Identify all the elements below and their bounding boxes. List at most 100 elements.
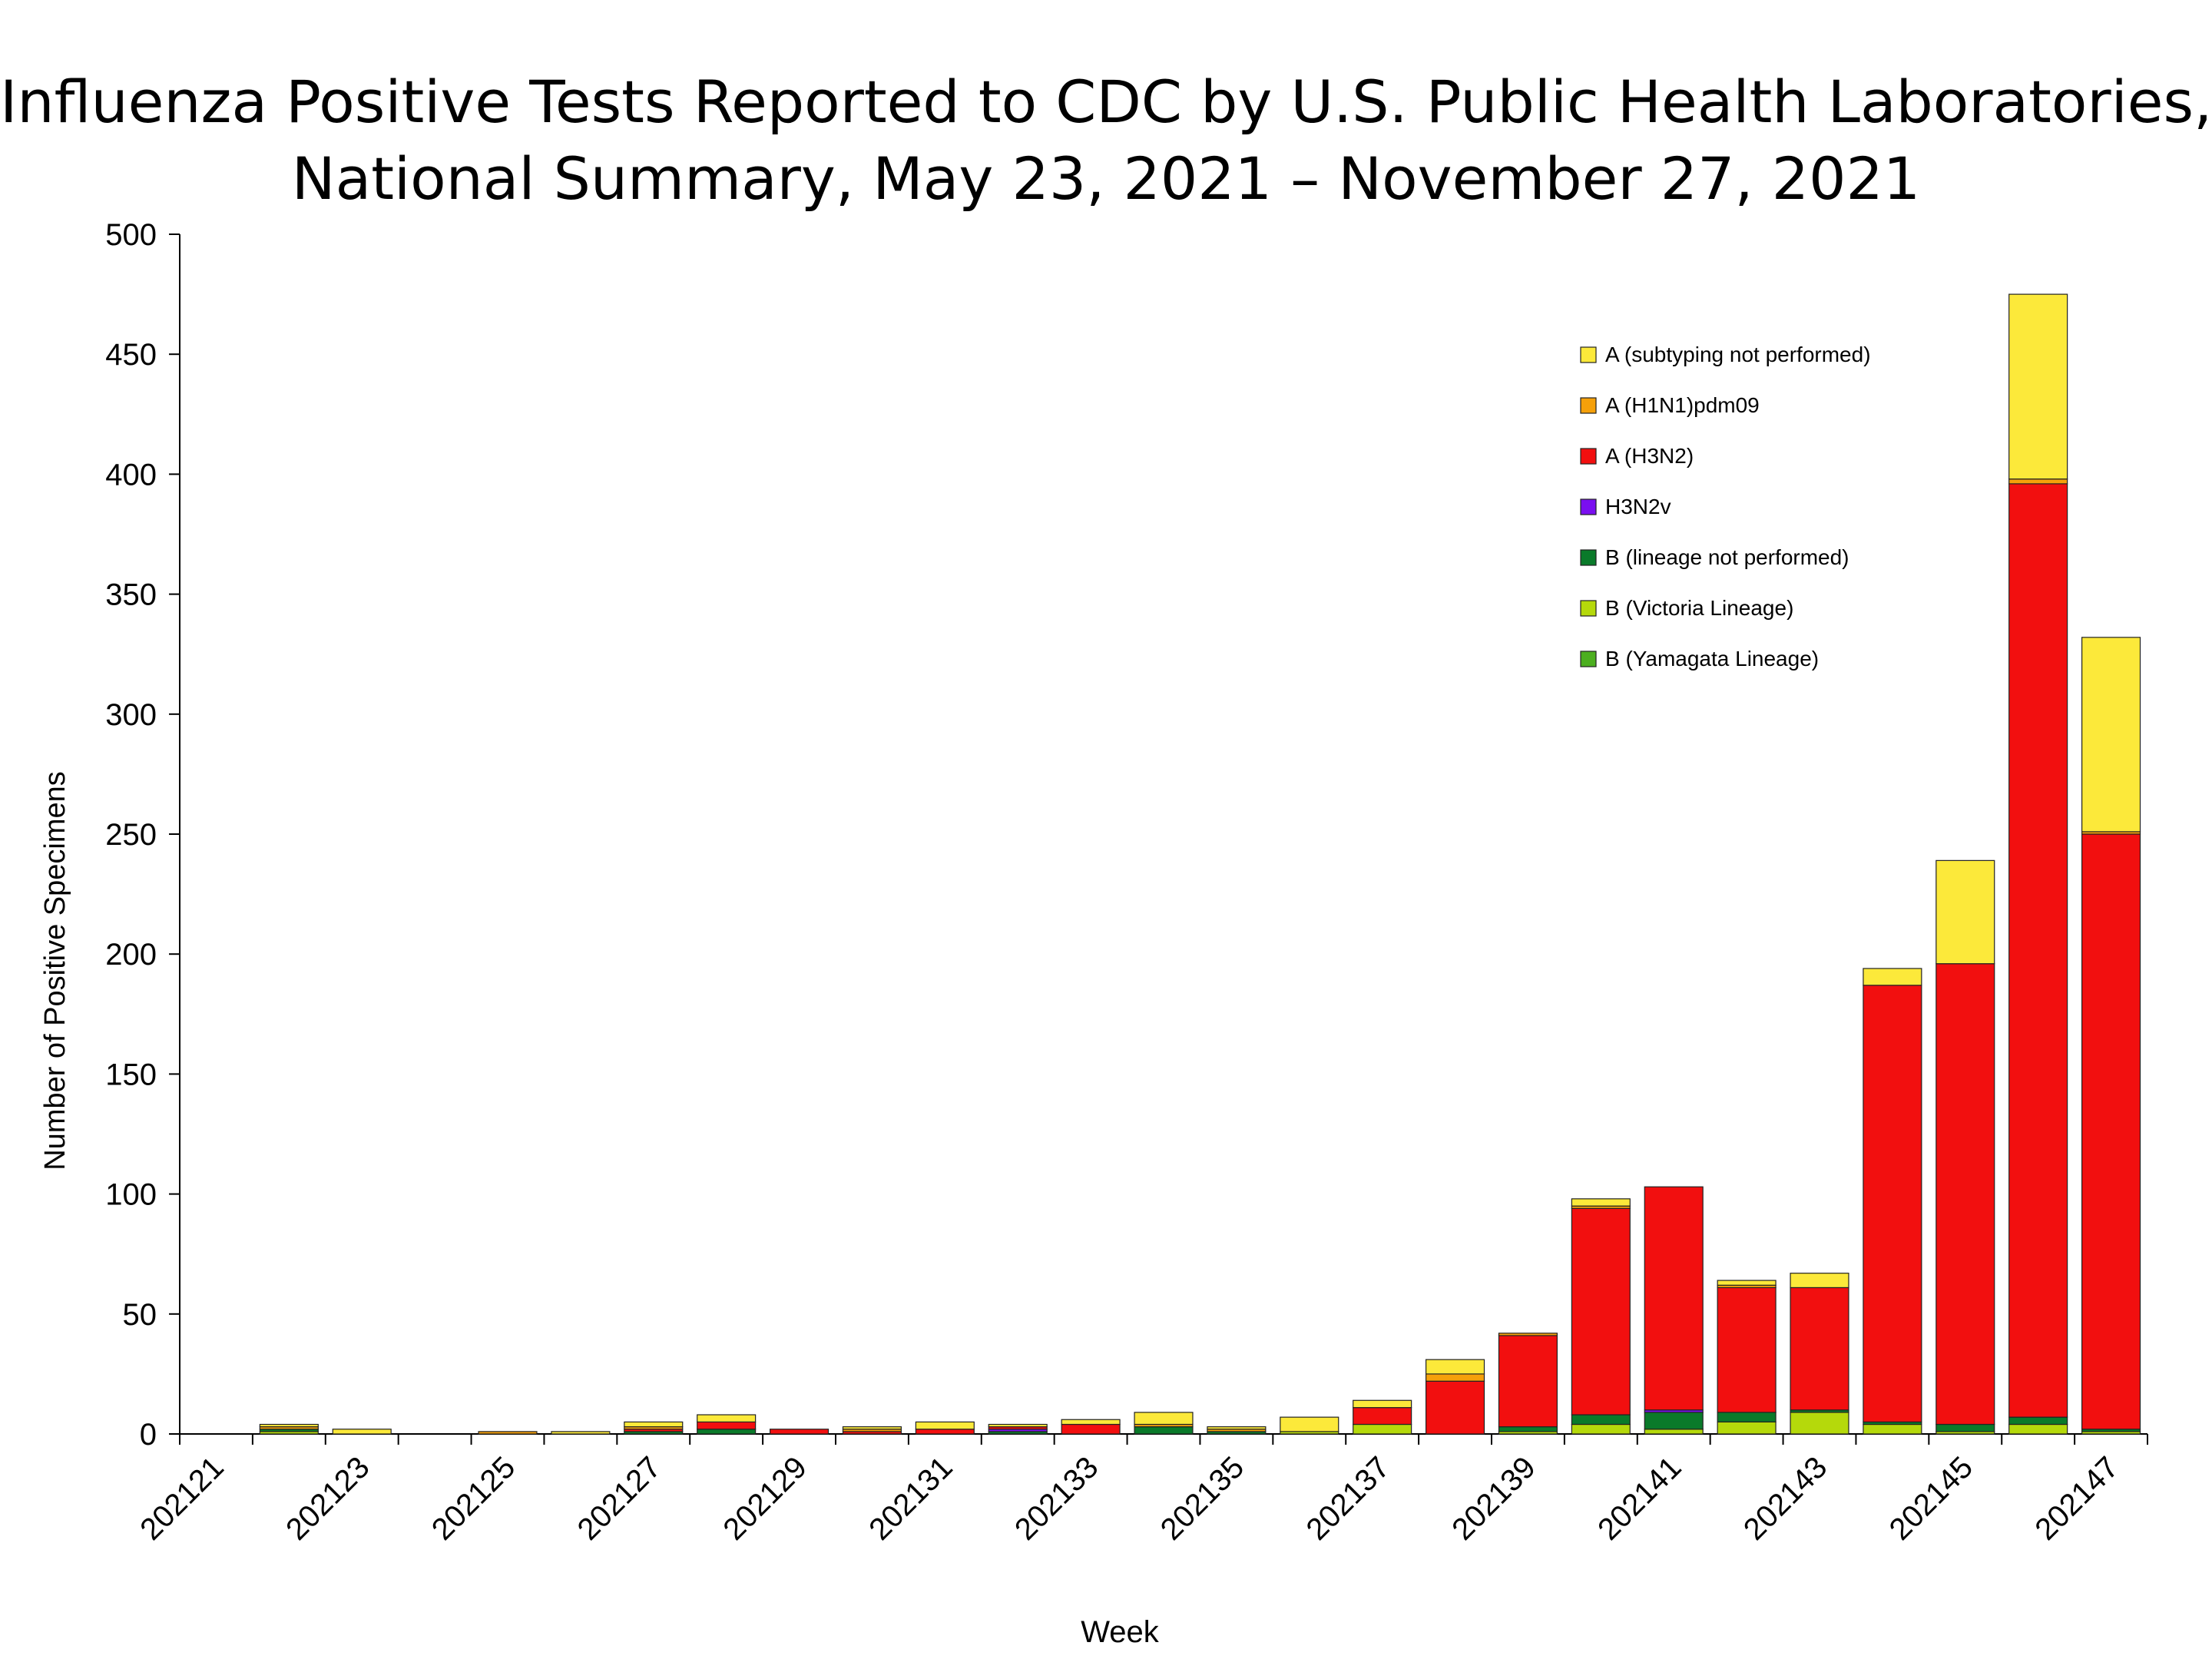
- bar-segment: [1790, 1412, 1849, 1435]
- bar-segment: [1425, 1359, 1485, 1375]
- bar-segment: [1207, 1426, 1267, 1430]
- bar-segment: [1571, 1198, 1631, 1207]
- bar-segment: [842, 1426, 902, 1430]
- bar-segment: [624, 1421, 684, 1428]
- bar-segment: [1571, 1207, 1631, 1416]
- bar-segment: [1353, 1399, 1412, 1409]
- bar-segment: [2008, 1416, 2068, 1426]
- x-tick-label: 202131: [863, 1450, 959, 1547]
- bar-segment: [2081, 833, 2141, 1430]
- bar-segment: [332, 1429, 392, 1435]
- x-tick-label: 202127: [571, 1450, 668, 1547]
- y-axis-label: Number of Positive Specimens: [39, 771, 71, 1171]
- y-tick-label: 50: [123, 1298, 157, 1332]
- x-tick-label: 202135: [1154, 1450, 1251, 1547]
- y-tick-label: 400: [105, 458, 157, 492]
- bar-segment: [551, 1431, 611, 1435]
- bar-segment: [1863, 1423, 1922, 1435]
- bar-segment: [1061, 1419, 1121, 1426]
- bar-segment: [1425, 1373, 1485, 1382]
- bar-segment: [1498, 1333, 1558, 1336]
- bar-segment: [2081, 637, 2141, 833]
- bar-segment: [1134, 1412, 1194, 1426]
- y-tick-label: 100: [105, 1178, 157, 1212]
- bar-segment: [1717, 1280, 1777, 1286]
- x-tick-label: 202125: [426, 1450, 522, 1547]
- bar-segment: [1790, 1286, 1849, 1411]
- chart-title-line-1: Influenza Positive Tests Reported to CDC…: [0, 68, 2212, 136]
- bar-segment: [1644, 1186, 1704, 1411]
- legend-swatch: [1580, 346, 1597, 363]
- x-tick-label: 202121: [134, 1450, 230, 1547]
- y-tick-label: 200: [105, 938, 157, 972]
- bar-segment: [915, 1421, 975, 1430]
- y-tick-label: 300: [105, 698, 157, 732]
- legend-swatch: [1580, 498, 1597, 515]
- x-tick-label: 202133: [1008, 1450, 1105, 1547]
- bar-segment: [1571, 1423, 1631, 1435]
- x-tick-label: 202141: [1591, 1450, 1688, 1547]
- chart-title-line-2: National Summary, May 23, 2021 – Novembe…: [291, 144, 1921, 213]
- bar-segment: [1644, 1412, 1704, 1430]
- bar-segment: [1790, 1273, 1849, 1289]
- legend-label: H3N2v: [1605, 495, 1671, 518]
- x-tick-label: 202143: [1737, 1450, 1834, 1547]
- bar-segment: [1353, 1423, 1412, 1435]
- x-tick-label: 202139: [1445, 1450, 1542, 1547]
- bar-segment: [478, 1431, 538, 1435]
- x-axis-label: Week: [1081, 1615, 1160, 1649]
- legend-label: A (subtyping not performed): [1605, 343, 1871, 366]
- y-tick-label: 350: [105, 578, 157, 612]
- bar-segment: [2008, 483, 2068, 1418]
- bar-segment: [1936, 859, 1995, 965]
- bar-segment: [915, 1429, 975, 1435]
- bar-segment: [2008, 478, 2068, 485]
- bar-segment: [259, 1423, 319, 1428]
- bar-segment: [1644, 1429, 1704, 1435]
- bar-segment: [1353, 1407, 1412, 1426]
- bar-segment: [2008, 1423, 2068, 1435]
- bar-segment: [1425, 1380, 1485, 1435]
- y-tick-label: 150: [105, 1058, 157, 1091]
- legend: A (subtyping not performed) A (H1N1)pdm09…: [1580, 343, 1871, 671]
- bar-segment: [697, 1429, 757, 1435]
- bar-segment: [2008, 293, 2068, 480]
- legend-label: A (H3N2): [1605, 444, 1694, 468]
- y-tick-label: 250: [105, 818, 157, 852]
- legend-label: B (Victoria Lineage): [1605, 596, 1793, 620]
- bar-segment: [697, 1414, 757, 1422]
- bar-segment: [1280, 1416, 1339, 1432]
- x-tick-label: 202129: [717, 1450, 813, 1547]
- bar-segment: [1936, 963, 1995, 1426]
- legend-label: B (lineage not performed): [1605, 545, 1849, 569]
- bar-segment: [1498, 1426, 1558, 1432]
- y-tick-label: 450: [105, 338, 157, 372]
- legend-swatch: [1580, 448, 1597, 465]
- legend-swatch: [1580, 549, 1597, 566]
- y-tick-label: 500: [105, 218, 157, 252]
- bar-segment: [1717, 1412, 1777, 1422]
- bar-segment: [1134, 1426, 1194, 1435]
- bar-segment: [697, 1421, 757, 1430]
- bar-segment: [1936, 1423, 1995, 1432]
- bar-segment: [1061, 1423, 1121, 1435]
- bar-segment: [1863, 968, 1922, 986]
- x-tick-label: 202137: [1300, 1450, 1397, 1547]
- x-tick-label: 202145: [1883, 1450, 1980, 1547]
- bar-segment: [1717, 1286, 1777, 1413]
- legend-label: A (H1N1)pdm09: [1605, 393, 1760, 417]
- x-tick-label: 202123: [280, 1450, 376, 1547]
- bar-segment: [1863, 985, 1922, 1422]
- legend-swatch: [1580, 600, 1597, 617]
- bar-segment: [1717, 1421, 1777, 1435]
- bar-segment: [1571, 1414, 1631, 1426]
- bar-segment: [988, 1423, 1048, 1428]
- legend-label: B (Yamagata Lineage): [1605, 647, 1819, 671]
- bar-segment: [1498, 1335, 1558, 1428]
- legend-swatch: [1580, 397, 1597, 414]
- x-tick-label: 202147: [2028, 1450, 2125, 1547]
- bars: [259, 293, 2141, 1435]
- legend-swatch: [1580, 651, 1597, 667]
